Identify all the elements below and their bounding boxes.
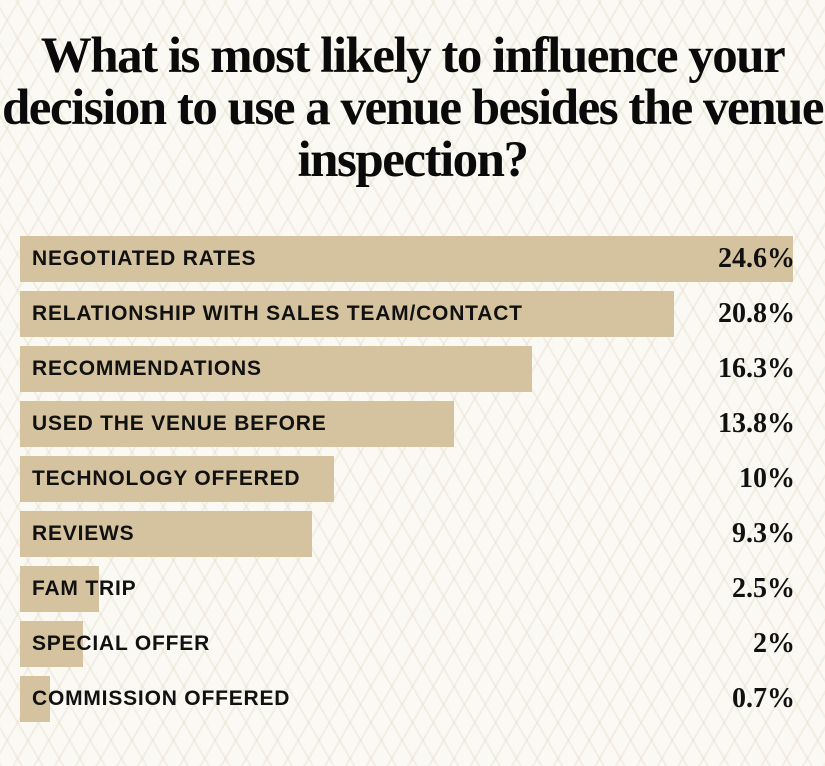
bar-label: FAM TRIP [32,577,137,600]
bar-row: TECHNOLOGY OFFERED 10% [20,456,795,502]
bar-label: USED THE VENUE BEFORE [32,412,327,435]
bar [20,236,793,282]
bar [20,676,50,722]
value-label: 2.5% [732,573,795,604]
bar-row: RELATIONSHIP WITH SALES TEAM/CONTACT 20.8… [20,291,795,337]
bar-row: SPECIAL OFFER 2% [20,621,795,667]
bar-row: COMMISSION OFFERED 0.7% [20,676,795,722]
bar-label: REVIEWS [32,522,135,545]
bar-row: RECOMMENDATIONS 16.3% [20,346,795,392]
value-label: 0.7% [732,683,795,714]
value-label: 13.8% [718,408,795,439]
bar-label: NEGOTIATED RATES [32,247,257,270]
bar [20,621,83,667]
bar-row: USED THE VENUE BEFORE 13.8% [20,401,795,447]
value-label: 10% [739,463,795,494]
bar [20,346,533,392]
bar-row: FAM TRIP 2.5% [20,566,795,612]
value-label: 24.6% [718,243,795,274]
bar-label: RECOMMENDATIONS [32,357,262,380]
bar [20,456,335,502]
bar [20,291,674,337]
bar-label: RELATIONSHIP WITH SALES TEAM/CONTACT [32,302,523,325]
value-label: 16.3% [718,353,795,384]
bar [20,566,99,612]
bar-label: TECHNOLOGY OFFERED [32,467,301,490]
bar [20,401,454,447]
value-label: 20.8% [718,298,795,329]
bar-label: SPECIAL OFFER [32,632,211,655]
bar-row: NEGOTIATED RATES 24.6% [20,236,795,282]
chart-title: What is most likely to influence your de… [1,28,825,188]
bar-label: COMMISSION OFFERED [32,687,291,710]
value-label: 2% [753,628,795,659]
value-label: 9.3% [732,518,795,549]
bar-row: REVIEWS 9.3% [20,511,795,557]
bar [20,511,313,557]
